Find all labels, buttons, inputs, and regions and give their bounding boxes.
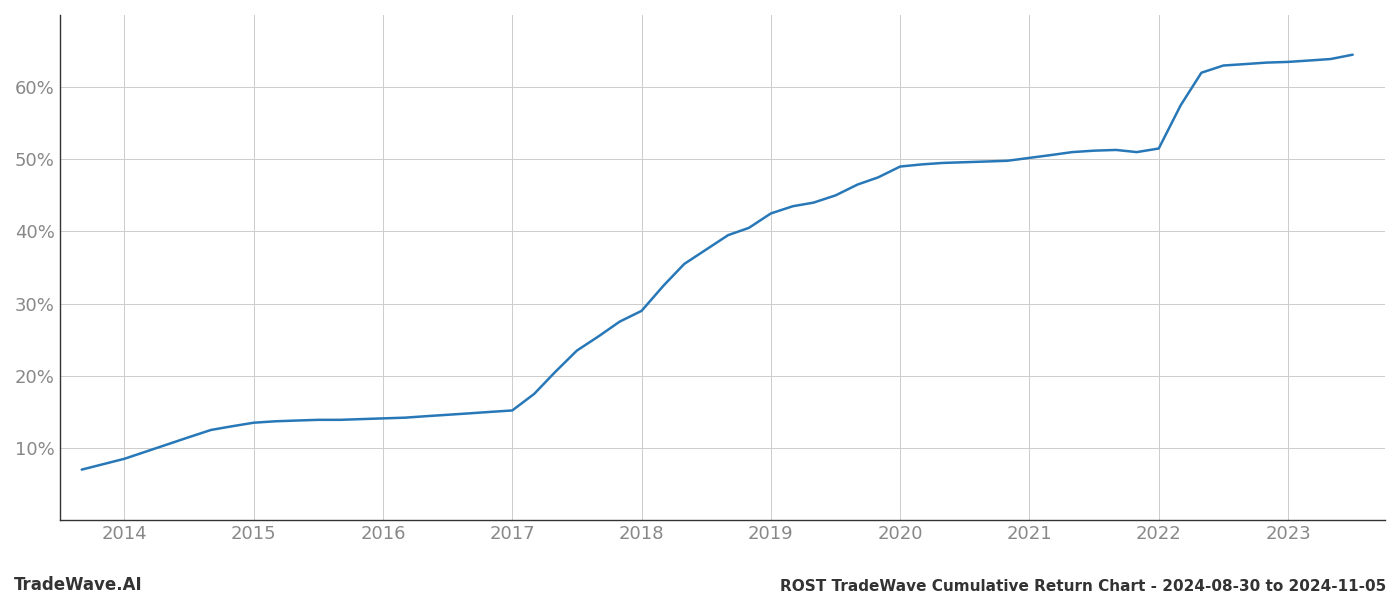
Text: ROST TradeWave Cumulative Return Chart - 2024-08-30 to 2024-11-05: ROST TradeWave Cumulative Return Chart -…	[780, 579, 1386, 594]
Text: TradeWave.AI: TradeWave.AI	[14, 576, 143, 594]
